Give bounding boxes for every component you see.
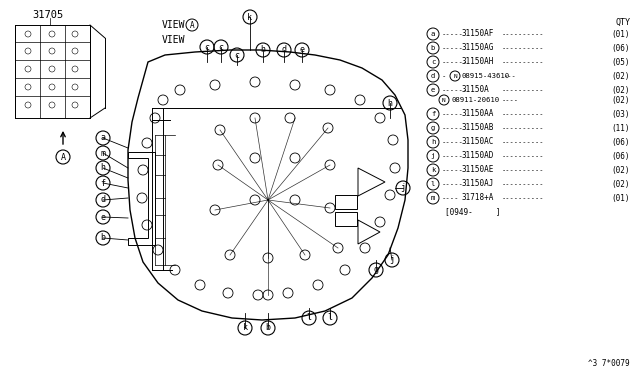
Text: k: k [243,324,248,333]
Text: l: l [307,314,312,323]
Text: ----------: ---------- [502,31,545,37]
Text: -----: ----- [442,31,464,37]
Text: (02): (02) [611,71,630,80]
Text: -----: ----- [442,139,464,145]
Text: c: c [218,42,223,51]
Text: (02): (02) [611,180,630,189]
Text: 31150AJ: 31150AJ [462,180,494,189]
Text: 31150AH: 31150AH [462,58,494,67]
Text: k: k [431,167,435,173]
Text: -----: ----- [442,45,464,51]
Text: d: d [282,45,287,55]
Text: 31705: 31705 [32,10,63,20]
Text: -----: ----- [442,111,464,117]
Text: (01): (01) [611,193,630,202]
Text: g: g [374,266,378,275]
Text: (05): (05) [611,58,630,67]
Text: e: e [300,45,305,55]
Text: [0949-     ]: [0949- ] [445,208,500,217]
Text: h: h [431,139,435,145]
Text: a: a [100,134,106,142]
Text: a: a [431,31,435,37]
Text: 31150AG: 31150AG [462,44,494,52]
Text: f: f [431,111,435,117]
Text: j: j [431,153,435,159]
Text: d: d [431,73,435,79]
Text: c: c [431,59,435,65]
Text: ----------: ---------- [502,181,545,187]
Text: b: b [266,324,271,333]
Text: j: j [401,183,406,192]
Text: ----------: ---------- [502,59,545,65]
Bar [335,195,357,209]
Text: (03): (03) [611,109,630,119]
Text: c: c [205,42,209,51]
Text: l: l [328,314,333,323]
Text: c: c [234,51,239,60]
Text: -: - [442,73,446,79]
Text: d: d [100,196,106,205]
Text: ----------: ---------- [502,139,545,145]
Text: (02): (02) [611,96,630,105]
Text: b: b [431,45,435,51]
Text: e: e [431,87,435,93]
Text: j: j [390,256,394,264]
Text: m: m [431,195,435,201]
Text: (06): (06) [611,138,630,147]
Text: (11): (11) [611,124,630,132]
Text: (06): (06) [611,151,630,160]
Text: k: k [248,13,253,22]
Text: 31718+A: 31718+A [462,193,494,202]
Text: g: g [431,125,435,131]
Text: ----------: ---------- [502,87,545,93]
Text: 31150AC: 31150AC [462,138,494,147]
Text: -----: ----- [442,125,464,131]
Text: h: h [387,99,392,108]
Text: ----: ---- [502,97,519,103]
Text: l: l [431,181,435,187]
Text: 08915-43610: 08915-43610 [462,73,510,79]
Text: A: A [61,153,65,161]
Text: (01): (01) [611,29,630,38]
Text: 08911-20610: 08911-20610 [451,97,499,103]
Text: 31150AB: 31150AB [462,124,494,132]
Text: ^3 7*0079: ^3 7*0079 [588,359,630,368]
Text: ----------: ---------- [502,195,545,201]
Text: ----------: ---------- [502,125,545,131]
Text: 31150AA: 31150AA [462,109,494,119]
Text: ------: ------ [442,87,468,93]
Text: (02): (02) [611,86,630,94]
Text: m: m [100,148,106,157]
Text: h: h [260,45,266,55]
Text: ----------: ---------- [502,45,545,51]
Text: ------: ------ [442,59,468,65]
Bar [335,212,357,226]
Text: (02): (02) [611,166,630,174]
Text: -----: ----- [442,181,464,187]
Text: VIEW: VIEW [162,20,186,30]
Text: QTY: QTY [615,17,630,26]
Text: (06): (06) [611,44,630,52]
Text: f: f [100,179,106,187]
Text: e: e [100,212,106,221]
Text: -----: ----- [442,167,464,173]
Text: ----------: ---------- [502,153,545,159]
Text: ----------: ---------- [502,111,545,117]
Text: A: A [189,20,195,29]
Text: 31150AD: 31150AD [462,151,494,160]
Text: VIEW: VIEW [162,35,186,45]
Text: ---: --- [504,73,516,79]
Text: N: N [453,74,457,78]
Text: b: b [100,234,106,243]
Text: 31150AF: 31150AF [462,29,494,38]
Text: 31150A: 31150A [462,86,490,94]
Text: ----: ---- [442,195,460,201]
Text: 31150AE: 31150AE [462,166,494,174]
Text: N: N [442,97,446,103]
Text: h: h [100,164,106,173]
Text: ----------: ---------- [502,167,545,173]
Text: -----: ----- [442,153,464,159]
